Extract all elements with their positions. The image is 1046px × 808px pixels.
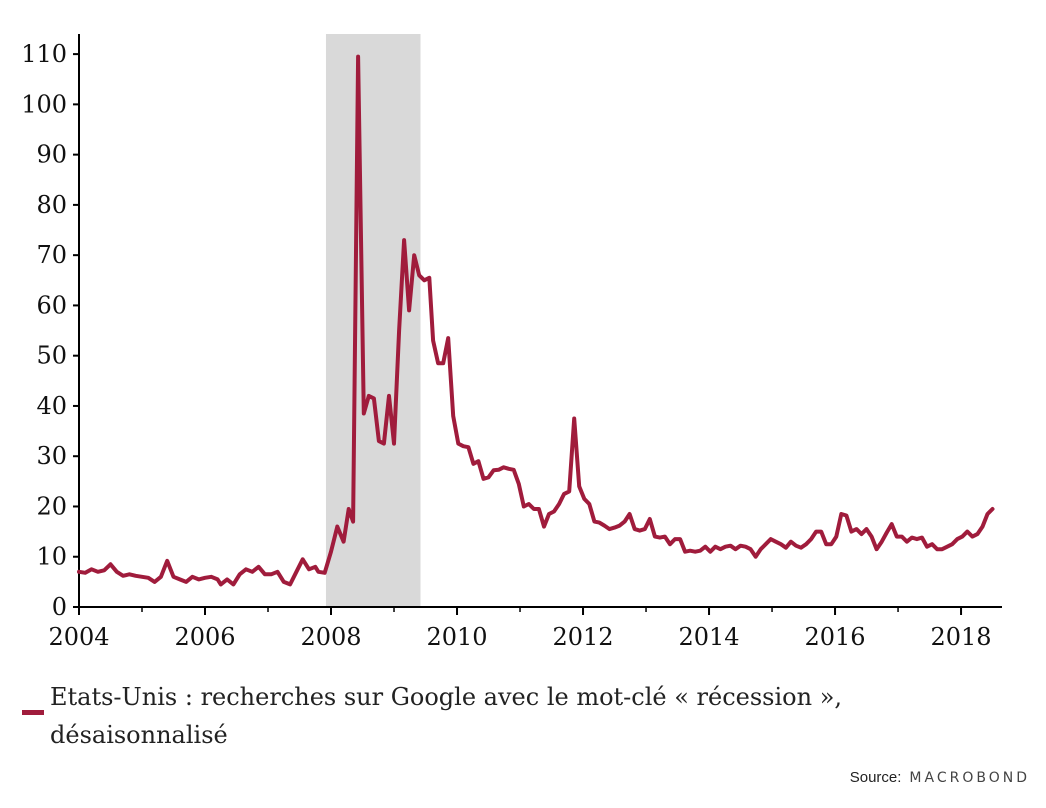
line-chart: 0 10 20 30 40 50 60 70 80 90 100 110 2004 2006 2008 201… — [21, 34, 1002, 651]
x-tick-label: 2008 — [300, 623, 361, 651]
y-tick-label: 30 — [36, 442, 67, 470]
y-tick-label: 90 — [36, 141, 67, 169]
x-tick-label: 2006 — [174, 623, 235, 651]
legend-label: Etats-Unis : recherches sur Google avec … — [50, 683, 843, 749]
y-tick-label: 50 — [36, 342, 67, 370]
source-label: Source: — [849, 769, 902, 786]
y-tick-label: 40 — [36, 392, 67, 420]
y-tick-label: 0 — [52, 593, 67, 621]
x-tick-label: 2014 — [678, 623, 739, 651]
series-line — [77, 54, 995, 587]
x-tick-label: 2004 — [48, 623, 109, 651]
x-tick-label: 2018 — [931, 623, 992, 651]
legend-swatch — [22, 710, 44, 715]
x-tick-label: 2010 — [426, 623, 487, 651]
x-tick-label: 2016 — [805, 623, 866, 651]
series-layer — [77, 54, 995, 587]
recession-shading — [325, 34, 421, 607]
y-tick-label: 60 — [36, 291, 67, 319]
source-brand: MACROBOND — [909, 770, 1030, 786]
source-credit: Source: MACROBOND — [850, 769, 1030, 786]
recession-shading-layer — [325, 34, 421, 607]
y-tick-label: 70 — [36, 241, 67, 269]
y-tick-label: 110 — [21, 40, 67, 68]
y-tick-label: 100 — [21, 90, 67, 118]
y-tick-label: 80 — [36, 191, 67, 219]
y-tick-label: 10 — [36, 543, 67, 571]
x-tick-label: 2012 — [552, 623, 613, 651]
y-tick-label: 20 — [36, 492, 67, 520]
axes: 0 10 20 30 40 50 60 70 80 90 100 110 2004 2006 2008 201… — [21, 34, 1002, 651]
